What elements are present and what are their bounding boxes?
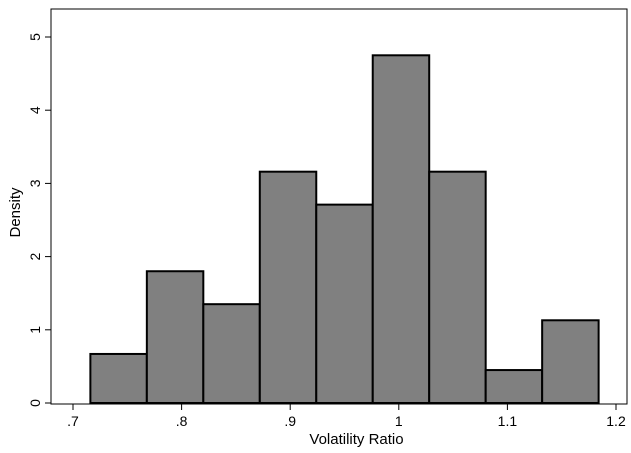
y-tick-label: 4 <box>27 106 43 114</box>
histogram-bar-8 <box>484 369 544 404</box>
y-tick-label: 1 <box>27 326 43 334</box>
x-tick-label: .7 <box>67 413 79 429</box>
y-axis: 0 1 2 3 4 5 <box>27 33 51 407</box>
histogram-bar-4 <box>258 170 318 404</box>
histogram-bar-6 <box>371 54 431 405</box>
histogram-bar-2 <box>145 270 205 404</box>
x-axis-title: Volatility Ratio <box>309 431 403 448</box>
x-tick-label: 1.1 <box>498 413 518 429</box>
plot-frame <box>50 8 628 405</box>
y-tick-label: 5 <box>27 33 43 41</box>
histogram-bar-3 <box>202 303 261 404</box>
y-axis-title: Density <box>7 187 24 238</box>
y-tick-label: 3 <box>27 179 43 187</box>
y-tick-label: 0 <box>27 399 43 407</box>
histogram-bar-1 <box>89 352 148 404</box>
histogram-bar-7 <box>428 170 487 404</box>
x-tick-label: 1 <box>395 413 403 429</box>
x-tick-label: 1.2 <box>606 413 626 429</box>
bars-group <box>89 54 600 405</box>
x-tick-label: .8 <box>176 413 188 429</box>
y-tick-label: 2 <box>27 252 43 260</box>
histogram-bar-5 <box>315 203 374 404</box>
x-tick-label: .9 <box>284 413 296 429</box>
histogram-bar-9 <box>541 319 600 404</box>
x-axis: .7 .8 .9 1 1.1 1.2 <box>67 404 626 429</box>
